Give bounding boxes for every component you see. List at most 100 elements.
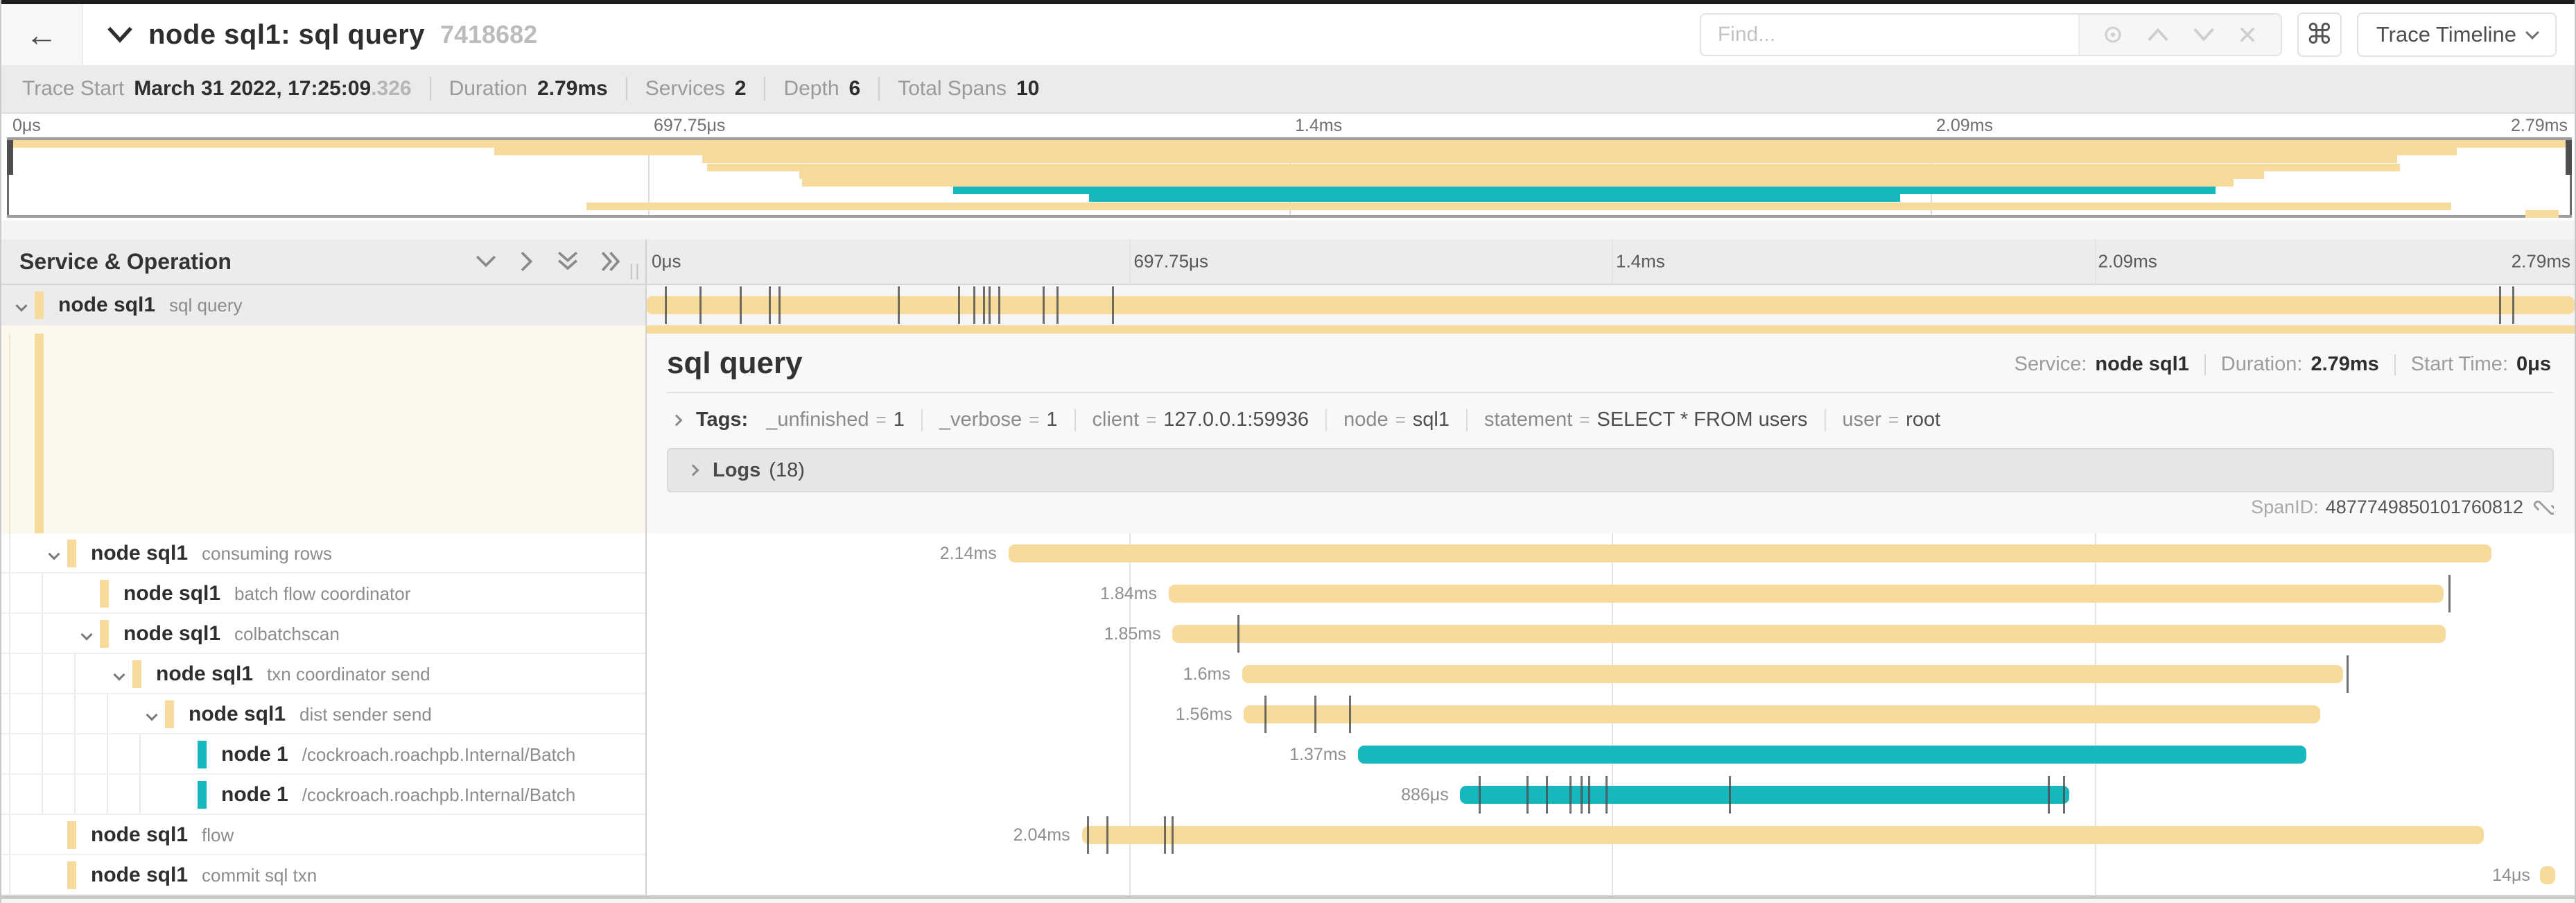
operation-name: dist sender send — [299, 704, 432, 725]
span-tree-cell[interactable]: node sql1 flow — [1, 815, 646, 855]
span-duration-label: 1.84ms — [1100, 584, 1158, 603]
span-tree-cell[interactable]: node 1/cockroach.roachpb.Internal/Batch — [1, 775, 646, 815]
view-selector-button[interactable]: Trace Timeline — [2356, 12, 2557, 57]
find-prev-icon[interactable] — [2147, 26, 2169, 43]
command-icon: ⌘ — [2305, 19, 2333, 50]
chevron-down-icon[interactable] — [15, 300, 28, 312]
span-tree-cell[interactable]: node sql1 txn coordinator send — [1, 654, 646, 694]
chevron-down-icon[interactable] — [113, 669, 125, 681]
log-marker — [1056, 286, 1059, 324]
viewport-drag-handle[interactable] — [7, 140, 13, 175]
service-color-bar — [67, 821, 76, 849]
span-row[interactable]: node sql1 flow 2.04ms — [1, 815, 2575, 855]
summary-item: Duration 2.79ms — [412, 77, 608, 101]
span-bar[interactable] — [1357, 746, 2307, 764]
span-row[interactable]: node 1/cockroach.roachpb.Internal/Batch 8… — [1, 775, 2575, 815]
span-row[interactable]: node sql1 batch flow coordinator 1.84ms — [1, 574, 2575, 614]
minimap-gap — [1, 221, 2575, 239]
minimap-canvas[interactable] — [7, 137, 2572, 218]
column-resize-handle[interactable]: || — [629, 261, 641, 280]
span-bar-cell[interactable]: 1.6ms — [646, 654, 2575, 694]
span-duration-label: 1.56ms — [1175, 705, 1233, 724]
service-color-bar — [67, 861, 76, 889]
log-marker — [1087, 816, 1090, 854]
span-bar-cell[interactable]: 1.85ms — [646, 614, 2575, 654]
chevron-down-icon[interactable] — [146, 709, 158, 721]
viewport-edge-line[interactable] — [2570, 140, 2572, 215]
span-bar[interactable] — [1168, 585, 2444, 603]
expand-all-icon[interactable] — [600, 250, 623, 273]
summary-item: Total Spans 10 — [860, 77, 1039, 101]
logs-accordion[interactable]: Logs (18) — [667, 448, 2554, 492]
span-bar[interactable] — [1172, 625, 2446, 643]
span-row[interactable]: node sql1 sql query — [1, 285, 2575, 325]
keyboard-shortcuts-button[interactable]: ⌘ — [2297, 12, 2342, 57]
span-tree-cell[interactable]: node 1/cockroach.roachpb.Internal/Batch — [1, 734, 646, 775]
find-input[interactable] — [1700, 15, 2078, 55]
span-duration-label: 14μs — [2492, 866, 2530, 885]
tags-label: Tags: — [696, 409, 749, 431]
span-bar-cell[interactable]: 2.14ms — [646, 533, 2575, 574]
span-row[interactable]: node sql1 txn coordinator send 1.6ms — [1, 654, 2575, 694]
span-bar-cell[interactable]: 2.04ms — [646, 815, 2575, 855]
log-marker — [982, 286, 985, 324]
deep-link-icon[interactable] — [2533, 497, 2554, 518]
log-marker — [1314, 696, 1317, 733]
span-tree-cell[interactable]: node sql1 batch flow coordinator — [1, 574, 646, 614]
span-row[interactable]: node sql1 consuming rows 2.14ms — [1, 533, 2575, 574]
find-clear-icon[interactable] — [2238, 25, 2257, 44]
span-tree-cell[interactable]: node sql1 sql query — [1, 285, 646, 325]
span-bar-cell[interactable]: 1.56ms — [646, 694, 2575, 734]
window-top-edge — [1, 0, 2575, 4]
log-marker — [2346, 655, 2349, 693]
column-divider[interactable] — [645, 239, 647, 899]
back-arrow-icon[interactable]: ← — [26, 17, 58, 53]
span-row[interactable]: node sql1 dist sender send 1.56ms — [1, 694, 2575, 734]
span-bar[interactable] — [2539, 866, 2556, 884]
collapse-one-icon[interactable] — [474, 253, 498, 270]
trace-collapse-toggle[interactable] — [107, 26, 133, 44]
span-bar[interactable] — [1009, 544, 2492, 562]
span-bar[interactable] — [646, 296, 2575, 314]
chevron-down-icon[interactable] — [48, 548, 60, 560]
span-tree-cell[interactable]: node sql1 commit sql txn — [1, 855, 646, 895]
span-row[interactable]: node sql1 colbatchscan 1.85ms — [1, 614, 2575, 654]
span-tree-cell[interactable]: node sql1 colbatchscan — [1, 614, 646, 654]
span-row[interactable]: node 1/cockroach.roachpb.Internal/Batch 1… — [1, 734, 2575, 775]
span-row[interactable]: node sql1 commit sql txn 14μs — [1, 855, 2575, 895]
span-duration-label: 2.04ms — [1013, 825, 1070, 845]
trace-id: 7418682 — [440, 20, 538, 49]
span-tree-cell[interactable]: node sql1 consuming rows — [1, 533, 646, 574]
span-tree-cell[interactable]: node sql1 dist sender send — [1, 694, 646, 734]
locate-icon[interactable] — [2103, 24, 2123, 45]
span-bar[interactable] — [1460, 786, 2070, 804]
span-bar-cell[interactable]: 1.84ms — [646, 574, 2575, 614]
expand-one-icon[interactable] — [519, 250, 535, 273]
minimap-ruler: 0μs 697.75μs 1.4ms 2.09ms 2.79ms — [7, 114, 2572, 137]
span-bar[interactable] — [1244, 705, 2320, 723]
back-button[interactable]: ← — [1, 4, 83, 65]
span-bar[interactable] — [1081, 826, 2484, 844]
chevron-down-icon[interactable] — [80, 628, 93, 641]
service-name: node 1/cockroach.roachpb.Internal/Batch — [221, 783, 576, 806]
span-bar-cell[interactable]: 886μs — [646, 775, 2575, 815]
tick-label: 0μs — [12, 116, 41, 135]
detail-meta: Service: node sql1 Duration: 2.79ms Start Ti… — [2014, 353, 2551, 376]
log-marker — [2062, 776, 2065, 814]
find-next-icon[interactable] — [2193, 26, 2215, 43]
viewport-edge-line[interactable] — [7, 140, 9, 215]
service-color-bar — [100, 580, 109, 608]
span-bar-cell[interactable]: 14μs — [646, 855, 2575, 895]
tick-label: 1.4ms — [1295, 116, 1343, 135]
log-marker — [898, 286, 900, 324]
viewport-drag-handle[interactable] — [2566, 140, 2572, 175]
tags-accordion[interactable]: Tags: _unfinished = 1 _verbose = 1 client = 127.… — [667, 409, 2554, 431]
collapse-all-icon[interactable] — [556, 250, 580, 273]
span-bar[interactable] — [1242, 665, 2344, 683]
span-bar-cell[interactable]: 1.37ms — [646, 734, 2575, 775]
detail-meta-item: Duration: 2.79ms — [2189, 353, 2379, 376]
span-bar-cell[interactable] — [646, 285, 2575, 325]
summary-item: Depth 6 — [746, 77, 860, 101]
service-color-bar — [35, 291, 44, 319]
